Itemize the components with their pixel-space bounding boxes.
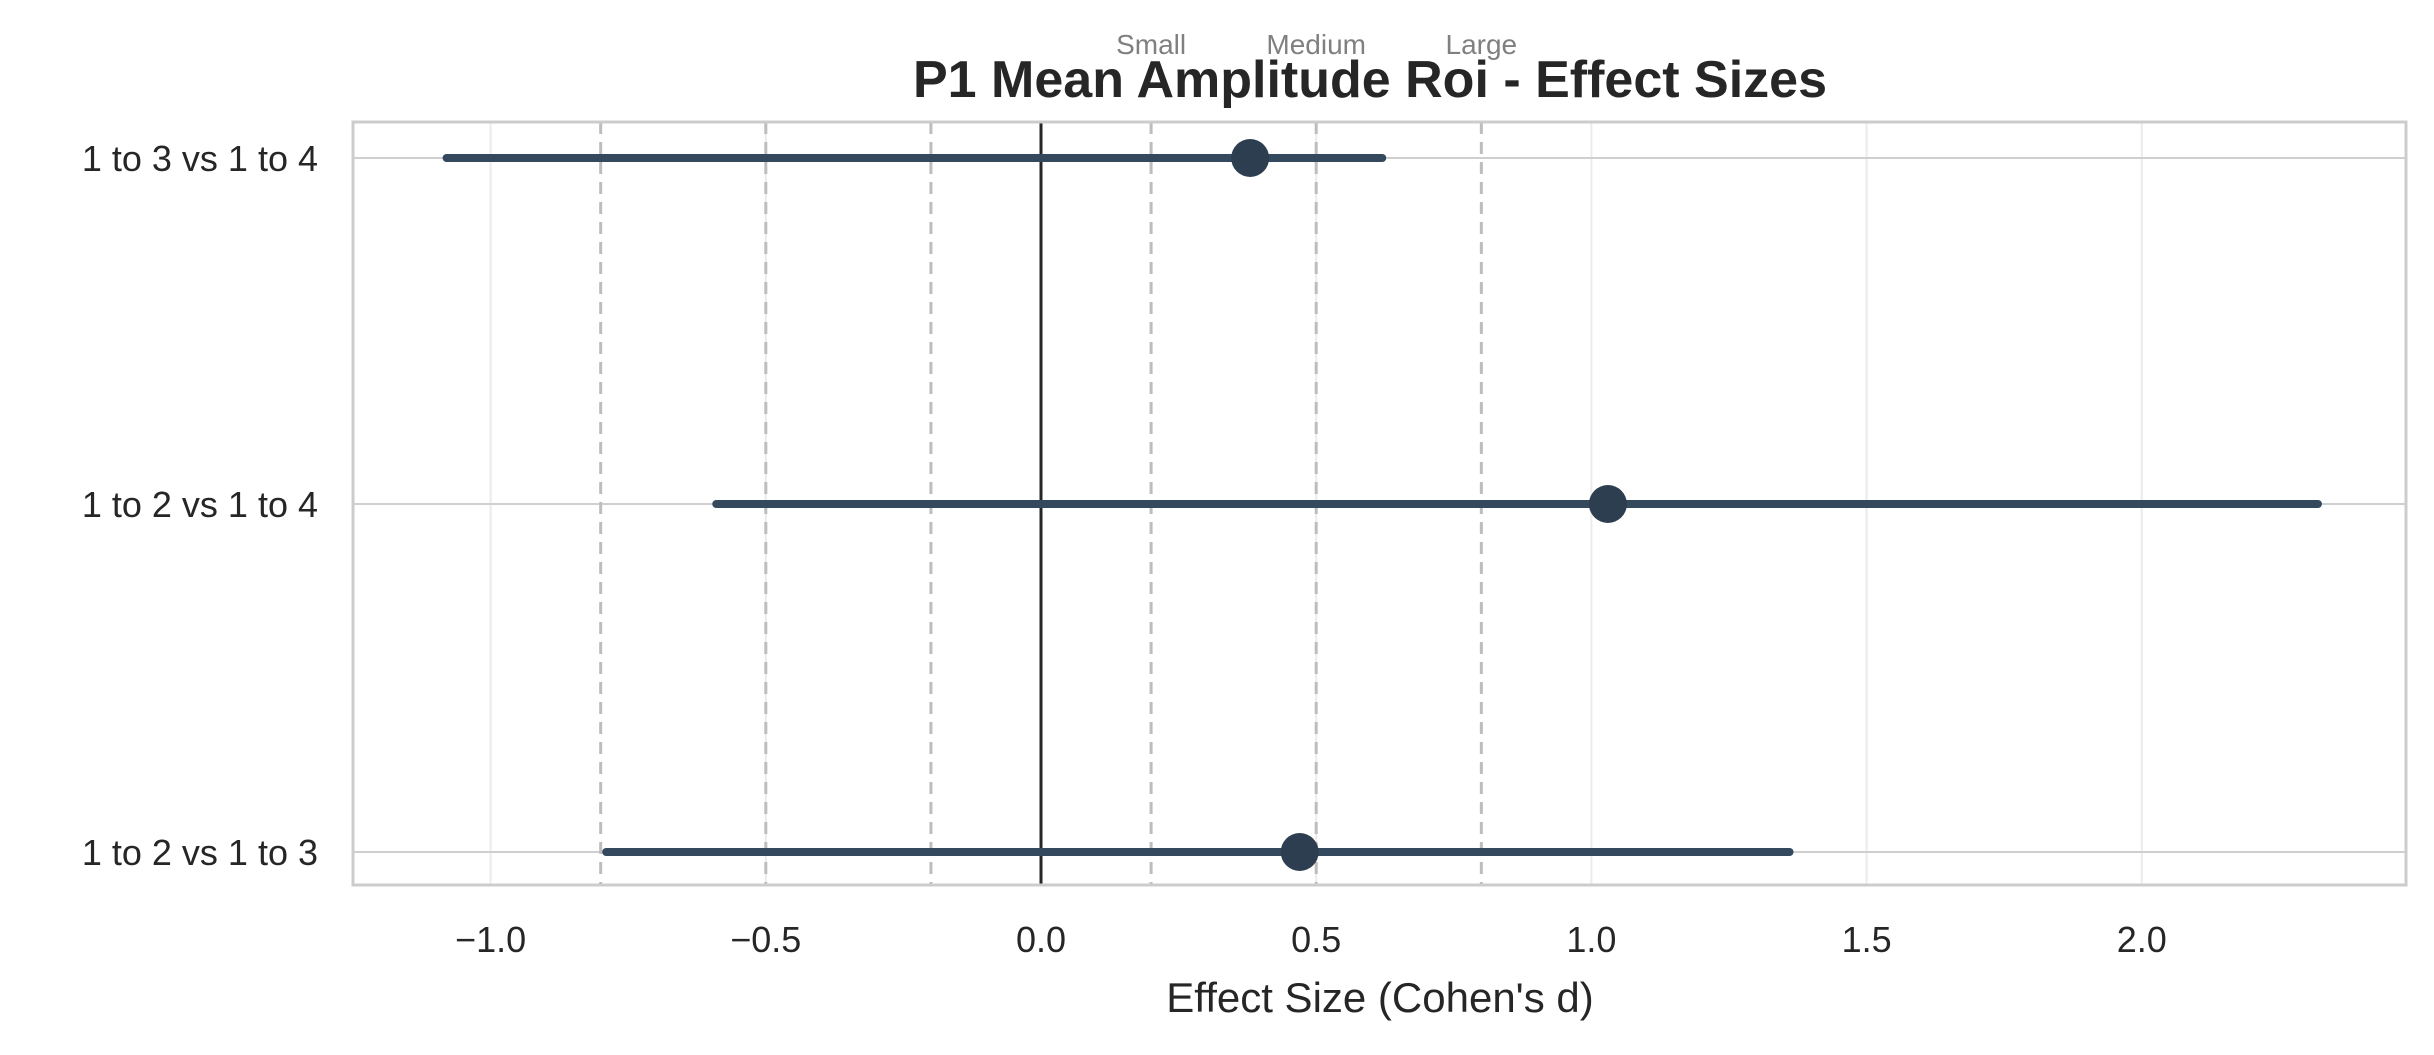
x-axis-label: Effect Size (Cohen's d) [1166, 974, 1593, 1021]
x-tick-label: 1.5 [1842, 919, 1892, 960]
y-tick-label: 1 to 3 vs 1 to 4 [82, 138, 318, 179]
x-tick-label: 1.0 [1566, 919, 1616, 960]
x-tick-label: −1.0 [455, 919, 526, 960]
effect-size-point [1231, 139, 1270, 177]
x-tick-label: 0.0 [1016, 919, 1066, 960]
chart-title: P1 Mean Amplitude Roi - Effect Sizes [913, 51, 1827, 109]
threshold-labels: Small Medium Large [1116, 29, 1517, 60]
y-tick-label: 1 to 2 vs 1 to 3 [82, 832, 318, 873]
x-tick-labels: −1.0 −0.5 0.0 0.5 1.0 1.5 2.0 [455, 919, 2167, 960]
effect-size-point [1280, 833, 1319, 871]
x-tick-label: −0.5 [730, 919, 801, 960]
x-tick-label: 0.5 [1291, 919, 1341, 960]
y-tick-label: 1 to 2 vs 1 to 4 [82, 484, 318, 525]
point-layer [1231, 139, 1627, 871]
ci-layer [442, 154, 2322, 856]
threshold-label: Small [1116, 29, 1186, 60]
effect-size-point [1588, 485, 1627, 523]
plot-frame [351, 120, 2408, 887]
x-tick-label: 2.0 [2117, 919, 2167, 960]
threshold-label: Medium [1266, 29, 1366, 60]
threshold-label: Large [1446, 29, 1518, 60]
y-tick-labels: 1 to 3 vs 1 to 4 1 to 2 vs 1 to 4 1 to 2 v… [82, 138, 318, 873]
